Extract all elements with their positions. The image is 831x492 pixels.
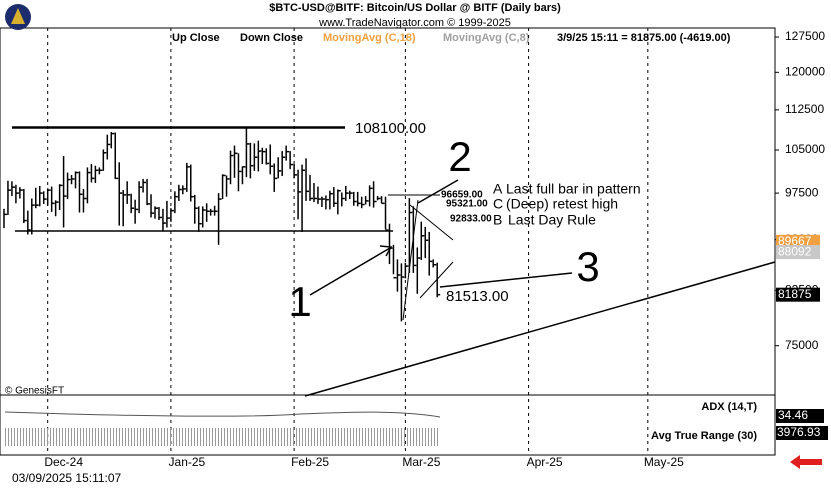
- plot-frame: [0, 27, 776, 456]
- price-badge-label: 81875: [778, 287, 812, 301]
- indicator-badge: [776, 409, 824, 423]
- annotation: 3: [576, 243, 599, 290]
- y-tick-label: 97500: [785, 185, 819, 199]
- indicator-label: ADX (14,T): [701, 401, 757, 413]
- indicator-badge: [776, 426, 828, 440]
- x-tick-label: May-25: [644, 455, 684, 469]
- annotation: B: [493, 212, 502, 228]
- y-tick-label: 120000: [785, 64, 825, 78]
- pattern-line: [402, 199, 419, 321]
- annotation: 96659.00: [441, 190, 483, 201]
- price-badge-label: 89667: [778, 234, 812, 248]
- x-tick-label: Dec-24: [44, 455, 83, 469]
- y-tick-label: 75000: [785, 338, 819, 352]
- legend-ma18: MovingAvg (C,18): [323, 32, 416, 44]
- annotations: [12, 126, 776, 397]
- x-tick-label: Mar-25: [402, 455, 440, 469]
- header-title: $BTC-USD@BITF: Bitcoin/US Dollar @ BITF …: [269, 2, 561, 14]
- annotation: 108100.00: [355, 120, 426, 137]
- annotation: Last Day Rule: [508, 212, 596, 228]
- arrow-head: [379, 245, 393, 257]
- x-tick-label: Feb-25: [291, 455, 329, 469]
- annotation: A: [493, 181, 503, 197]
- trend-line: [304, 261, 776, 397]
- annotation: 1: [288, 278, 311, 325]
- annotation: Last full bar in pattern: [506, 181, 641, 197]
- indicator-label: Avg True Range (30): [651, 430, 757, 442]
- legend-down: Down Close: [240, 32, 303, 44]
- annotation: 81513.00: [446, 288, 509, 305]
- timestamp: 03/09/2025 15:11:07: [12, 471, 122, 485]
- legend-up: Up Close: [172, 32, 220, 44]
- pattern-line: [409, 204, 454, 241]
- arrow-2: [417, 179, 459, 204]
- legend-quote: 3/9/25 15:11 = 81875.00 (-4619.00): [557, 32, 731, 44]
- scroll-arrow[interactable]: [790, 455, 822, 469]
- price-badge-label: 88092: [778, 244, 812, 258]
- price-badge: [776, 287, 820, 302]
- header-site: www.TradeNavigator.com © 1999-2025: [318, 17, 511, 29]
- indicator-value: 34.46: [778, 408, 808, 422]
- indicator-value: 3976.93: [777, 425, 821, 439]
- credit: © GenesisFT: [5, 386, 64, 397]
- arrow-1: [309, 247, 391, 296]
- x-tick-label: Apr-25: [527, 455, 563, 469]
- price-badge: [776, 245, 820, 260]
- annotation: 2: [448, 133, 471, 180]
- y-tick-label: 105000: [785, 142, 825, 156]
- y-tick-label: 112500: [785, 102, 824, 116]
- legend-ma8: MovingAvg (C,8): [443, 32, 530, 44]
- y-tick-label: 127500: [785, 29, 825, 43]
- arrow-3: [439, 272, 573, 288]
- annotation: 92833.00: [450, 214, 492, 225]
- x-tick-label: Jan-25: [169, 455, 206, 469]
- annotation: (Deep) retest high: [506, 196, 618, 212]
- annotation: 95321.00: [446, 199, 488, 210]
- logo-mark: [11, 8, 25, 24]
- annotation: C: [493, 196, 503, 212]
- adx-line: [4, 411, 441, 418]
- pattern-line: [419, 261, 454, 299]
